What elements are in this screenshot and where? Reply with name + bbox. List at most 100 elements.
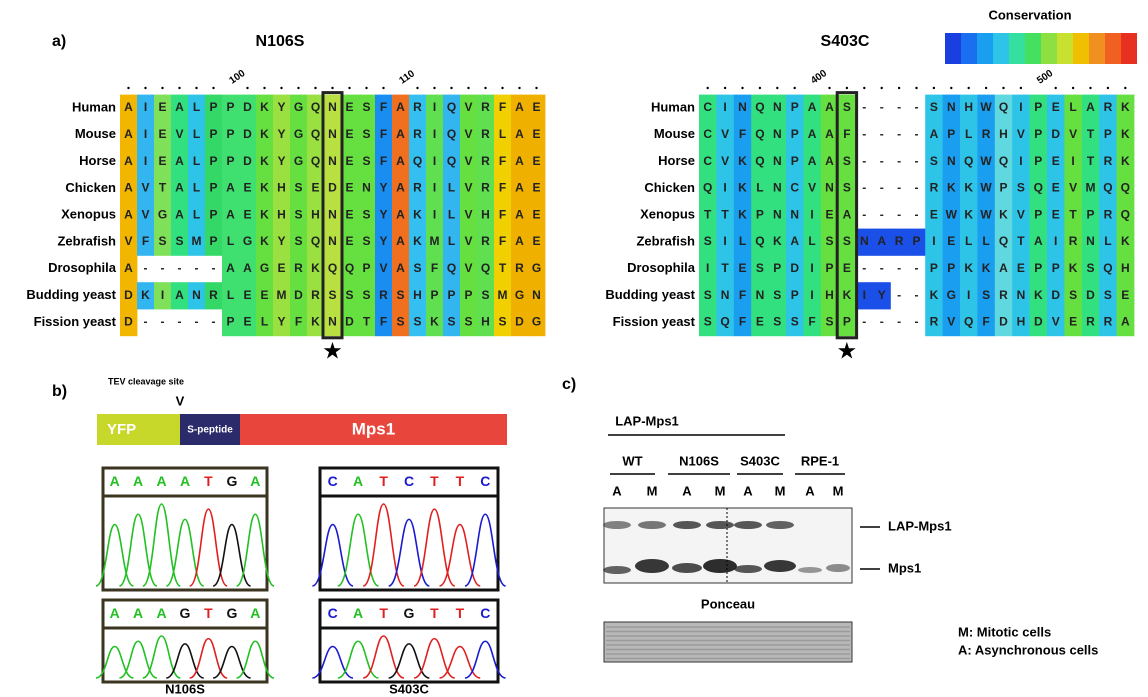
trace-name: S403C bbox=[389, 681, 429, 696]
position-dot bbox=[1055, 87, 1057, 89]
species-name: Drosophila bbox=[48, 260, 117, 275]
species-name: Budding yeast bbox=[26, 287, 116, 302]
species-name: Mouse bbox=[654, 126, 695, 141]
lane-label: A bbox=[805, 483, 815, 498]
band bbox=[734, 565, 762, 573]
position-dot bbox=[707, 87, 709, 89]
lane-label: M bbox=[647, 483, 658, 498]
species-name: Chicken bbox=[644, 180, 695, 195]
construct-label: S-peptide bbox=[187, 425, 233, 436]
band bbox=[673, 521, 701, 529]
position-dot bbox=[263, 87, 265, 89]
position-dot bbox=[776, 87, 778, 89]
band bbox=[826, 564, 850, 572]
position-dot bbox=[416, 87, 418, 89]
position-dot bbox=[794, 87, 796, 89]
construct-label: Mps1 bbox=[352, 419, 395, 438]
species-name: Fission yeast bbox=[613, 314, 696, 329]
position-dot bbox=[280, 87, 282, 89]
position-dot bbox=[314, 87, 316, 89]
band bbox=[603, 566, 631, 574]
position-dot bbox=[501, 87, 503, 89]
position-dot bbox=[985, 87, 987, 89]
species-name: Budding yeast bbox=[605, 287, 695, 302]
position-dot bbox=[724, 87, 726, 89]
position-dot bbox=[863, 87, 865, 89]
conservation-swatch bbox=[961, 33, 977, 64]
position-dot bbox=[535, 87, 537, 89]
band-label: Mps1 bbox=[888, 560, 921, 575]
position-dot bbox=[331, 87, 333, 89]
group-label: S403C bbox=[740, 453, 780, 468]
conservation-swatch bbox=[945, 33, 961, 64]
position-dot bbox=[518, 87, 520, 89]
band bbox=[635, 559, 669, 573]
lane-label: M bbox=[775, 483, 786, 498]
band bbox=[603, 521, 631, 529]
position-dot bbox=[127, 87, 129, 89]
conservation-swatch bbox=[1025, 33, 1041, 64]
species-name: Xenopus bbox=[61, 207, 116, 222]
species-name: Mouse bbox=[75, 126, 116, 141]
position-dot bbox=[297, 87, 299, 89]
position-dot bbox=[1089, 87, 1091, 89]
position-dot bbox=[1124, 87, 1126, 89]
position-dot bbox=[1107, 87, 1109, 89]
position-dot bbox=[950, 87, 952, 89]
position-dot bbox=[881, 87, 883, 89]
species-name: Human bbox=[72, 99, 116, 114]
lane-label: M bbox=[715, 483, 726, 498]
group-label: WT bbox=[622, 453, 642, 468]
position-dot bbox=[1072, 87, 1074, 89]
panel-label: c) bbox=[562, 376, 576, 393]
position-dot bbox=[348, 87, 350, 89]
band-label: LAP-Mps1 bbox=[888, 518, 952, 533]
legend-title: Conservation bbox=[988, 7, 1071, 22]
position-dot bbox=[759, 87, 761, 89]
group-label: N106S bbox=[679, 453, 719, 468]
construct-label: YFP bbox=[107, 421, 136, 438]
alignment-title: S403C bbox=[821, 33, 870, 50]
position-dot bbox=[246, 87, 248, 89]
panel-label: a) bbox=[52, 33, 66, 50]
position-dot bbox=[915, 87, 917, 89]
species-name: Drosophila bbox=[627, 260, 696, 275]
species-name: Zebrafish bbox=[57, 233, 116, 248]
species-name: Human bbox=[651, 99, 695, 114]
position-dot bbox=[484, 87, 486, 89]
species-name: Xenopus bbox=[640, 207, 695, 222]
position-dot bbox=[1020, 87, 1022, 89]
species-name: Chicken bbox=[65, 180, 116, 195]
conservation-swatch bbox=[977, 33, 993, 64]
conservation-swatch bbox=[1121, 33, 1137, 64]
ponceau-blot bbox=[604, 622, 852, 662]
position-dot bbox=[382, 87, 384, 89]
lane-label: A bbox=[743, 483, 753, 498]
star: ★ bbox=[324, 340, 342, 362]
position-dot bbox=[828, 87, 830, 89]
figure: a)ConservationN106S100110HumanAIEALPPDKY… bbox=[0, 0, 1148, 697]
position-tick: 100 bbox=[227, 68, 247, 87]
band bbox=[672, 563, 702, 573]
star: ★ bbox=[838, 340, 856, 362]
site-label: TEV cleavage site bbox=[108, 376, 184, 386]
band bbox=[706, 521, 734, 529]
alignment-title: N106S bbox=[256, 33, 305, 50]
position-dot bbox=[178, 87, 180, 89]
lane-label: A bbox=[682, 483, 692, 498]
position-dot bbox=[433, 87, 435, 89]
position-dot bbox=[450, 87, 452, 89]
conservation-swatch bbox=[1041, 33, 1057, 64]
position-dot bbox=[212, 87, 214, 89]
legend-text: M: Mitotic cells bbox=[958, 624, 1051, 639]
band bbox=[638, 521, 666, 529]
band bbox=[798, 567, 822, 573]
position-dot bbox=[161, 87, 163, 89]
position-dot bbox=[195, 87, 197, 89]
group-header: LAP-Mps1 bbox=[615, 413, 679, 428]
conservation-swatch bbox=[1057, 33, 1073, 64]
band bbox=[766, 521, 794, 529]
position-dot bbox=[1002, 87, 1004, 89]
position-dot bbox=[741, 87, 743, 89]
position-dot bbox=[467, 87, 469, 89]
